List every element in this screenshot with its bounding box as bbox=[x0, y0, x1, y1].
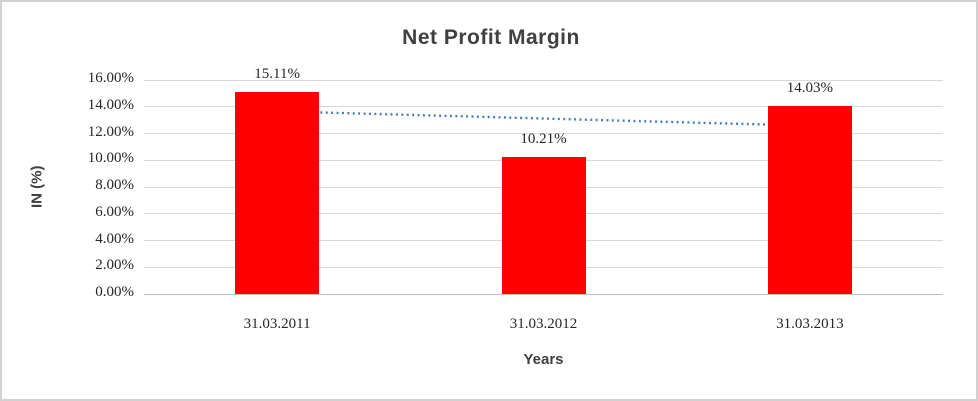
y-axis-tick-label: 12.00% bbox=[87, 123, 134, 140]
data-label: 10.21% bbox=[520, 131, 567, 148]
bar-31.03.2011 bbox=[235, 91, 320, 294]
bar-31.03.2013 bbox=[767, 106, 852, 294]
gridline bbox=[144, 106, 943, 108]
y-axis-tick-label: 10.00% bbox=[87, 150, 134, 167]
chart-title: Net Profit Margin bbox=[402, 26, 580, 49]
y-axis-tick-label: 14.00% bbox=[87, 96, 134, 113]
gridline bbox=[144, 79, 943, 81]
y-axis-tick-label: 0.00% bbox=[95, 284, 134, 300]
y-axis-tick-label: 4.00% bbox=[95, 230, 134, 247]
y-axis-tick-label: 16.00% bbox=[87, 70, 134, 86]
y-axis-tick-label: 6.00% bbox=[95, 203, 134, 220]
x-axis-tick-label: 31.03.2011 bbox=[243, 316, 311, 332]
data-label: 14.03% bbox=[786, 80, 833, 97]
x-axis-line bbox=[144, 293, 943, 295]
y-axis-tick-label: 2.00% bbox=[95, 257, 134, 274]
x-axis-title: Years bbox=[523, 351, 564, 368]
data-label: 15.11% bbox=[254, 65, 300, 82]
y-axis-tick-label: 8.00% bbox=[95, 177, 134, 193]
plot-area: 15.11% 10.21% 14.03% bbox=[144, 66, 943, 295]
bar-31.03.2012 bbox=[501, 157, 586, 294]
gridline bbox=[144, 133, 943, 134]
x-axis-tick-label: 31.03.2013 bbox=[776, 316, 844, 332]
trendline bbox=[277, 110, 810, 127]
x-axis-tick-label: 31.03.2012 bbox=[509, 316, 578, 332]
